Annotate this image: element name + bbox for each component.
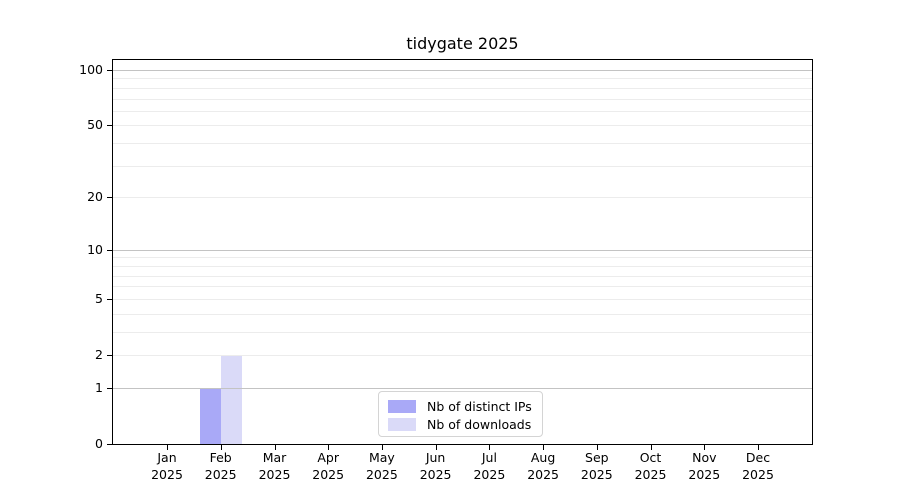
x-axis-tick xyxy=(758,444,759,450)
y-axis-tick-label: 5 xyxy=(95,290,103,306)
bar-nb-of-distinct-ips-feb xyxy=(199,387,221,444)
y-axis-tick-label: 50 xyxy=(87,117,103,133)
x-axis-tick-label: Jan 2025 xyxy=(135,450,199,483)
x-axis-tick xyxy=(435,444,437,450)
legend-swatch-downloads-icon xyxy=(388,417,416,431)
gridline-minor xyxy=(113,286,812,288)
gridline-minor xyxy=(113,87,812,89)
legend: Nb of distinct IPs Nb of downloads xyxy=(378,391,543,437)
x-axis-tick xyxy=(543,444,545,450)
y-axis-tick xyxy=(107,197,113,199)
y-axis-tick xyxy=(107,298,113,300)
y-axis-tick xyxy=(107,444,113,445)
legend-swatch-distinct-ips-icon xyxy=(388,399,416,413)
y-axis-tick-label: 100 xyxy=(79,62,103,77)
gridline-minor xyxy=(113,275,812,277)
x-label-year: 2025 xyxy=(365,466,398,482)
x-axis-tick xyxy=(704,444,706,450)
x-axis-tick-label: Nov 2025 xyxy=(672,450,736,483)
x-label-year: 2025 xyxy=(688,466,721,482)
x-label-year: 2025 xyxy=(473,466,506,482)
y-axis-tick-label: 2 xyxy=(95,347,103,362)
x-label-year: 2025 xyxy=(419,466,452,482)
x-label-year: 2025 xyxy=(580,466,613,482)
y-axis-tick-label: 1 xyxy=(95,379,103,395)
x-label-month: Jul xyxy=(481,450,497,465)
y-axis-tick-label: 10 xyxy=(87,241,103,257)
x-label-month: Aug xyxy=(530,450,556,465)
x-label-year: 2025 xyxy=(634,466,667,482)
y-axis-tick xyxy=(107,355,113,356)
legend-entry-distinct-ips: Nb of distinct IPs xyxy=(388,397,542,415)
gridline-minor xyxy=(113,98,812,100)
legend-label-downloads: Nb of downloads xyxy=(427,416,532,432)
x-label-year: 2025 xyxy=(312,466,345,482)
x-axis-tick-label: Jun 2025 xyxy=(404,450,468,483)
x-axis-tick-label: Apr 2025 xyxy=(296,450,360,483)
legend-label-distinct-ips: Nb of distinct IPs xyxy=(427,398,532,414)
x-label-month: May xyxy=(368,450,395,465)
x-axis-tick-label: Mar 2025 xyxy=(243,450,307,483)
gridline-minor xyxy=(113,143,812,145)
x-label-year: 2025 xyxy=(742,466,774,482)
gridline-major xyxy=(113,249,812,251)
x-axis-tick-label: Sep 2025 xyxy=(565,450,629,483)
x-label-year: 2025 xyxy=(258,466,291,482)
x-axis-tick xyxy=(328,444,330,450)
x-axis-tick-label: Feb 2025 xyxy=(189,450,253,483)
gridline-minor xyxy=(113,298,812,300)
y-axis-tick-label: 20 xyxy=(87,189,103,205)
bar-nb-of-downloads-feb xyxy=(220,355,242,444)
x-label-year: 2025 xyxy=(204,466,237,482)
gridline-minor xyxy=(113,257,812,259)
x-axis-tick xyxy=(220,444,222,450)
x-axis-tick xyxy=(489,444,491,450)
x-axis-tick-label: Aug 2025 xyxy=(511,450,575,483)
x-axis-tick-label: Jul 2025 xyxy=(457,450,521,483)
gridline-minor xyxy=(113,110,812,112)
x-axis-tick xyxy=(650,444,652,450)
x-label-month: Feb xyxy=(209,450,232,465)
x-axis-tick xyxy=(274,444,276,450)
x-axis-tick xyxy=(167,444,168,450)
x-axis-tick xyxy=(381,444,383,450)
x-axis-tick xyxy=(596,444,598,450)
legend-entry-downloads: Nb of downloads xyxy=(388,415,542,433)
x-label-month: Apr xyxy=(317,450,339,465)
x-label-month: Oct xyxy=(639,450,662,465)
x-label-month: Mar xyxy=(262,450,287,465)
x-axis-tick-label: Oct 2025 xyxy=(619,450,683,483)
y-axis-tick xyxy=(107,249,113,251)
x-label-year: 2025 xyxy=(151,466,183,482)
x-label-month: Dec xyxy=(745,450,771,465)
gridline-minor xyxy=(113,197,812,199)
x-label-month: Nov xyxy=(692,450,717,465)
x-label-year: 2025 xyxy=(527,466,559,482)
y-axis-tick-label: 0 xyxy=(95,436,103,451)
plot-area: Nb of distinct IPs Nb of downloads 0 1 2 5 1… xyxy=(79,59,813,482)
gridline-minor xyxy=(113,165,812,167)
gridline-minor xyxy=(113,313,812,315)
x-axis-tick-label: Dec 2025 xyxy=(726,450,790,483)
gridline-major xyxy=(113,70,812,71)
y-axis-tick xyxy=(107,70,113,71)
x-label-month: Jan xyxy=(157,450,177,465)
x-label-month: Sep xyxy=(585,450,609,465)
y-axis-tick xyxy=(107,125,113,127)
gridline-minor xyxy=(113,331,812,333)
gridline-minor xyxy=(113,265,812,267)
gridline-minor xyxy=(113,125,812,127)
chart-title: tidygate 2025 xyxy=(406,34,519,53)
x-axis-tick-label: May 2025 xyxy=(350,450,414,483)
gridline-minor xyxy=(113,78,812,80)
x-label-month: Jun xyxy=(425,450,446,465)
gridline-major xyxy=(113,387,812,389)
gridline-minor xyxy=(113,355,812,356)
y-axis-tick xyxy=(107,387,113,389)
